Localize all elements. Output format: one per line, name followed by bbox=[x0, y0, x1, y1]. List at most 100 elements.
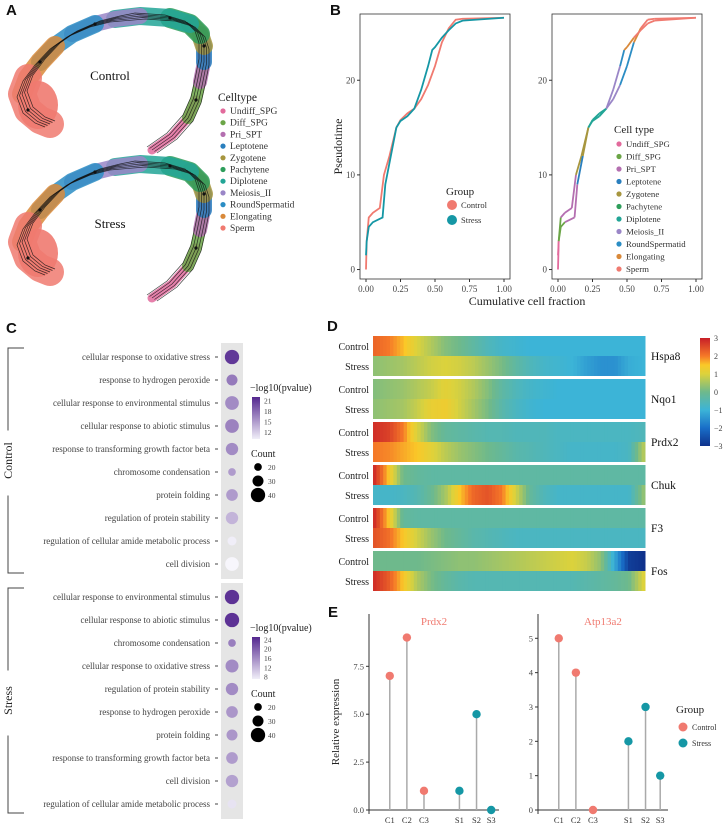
heatmap-cell bbox=[519, 551, 524, 571]
heatmap-cell bbox=[631, 508, 636, 528]
heatmap-cell bbox=[529, 399, 534, 419]
heatmap-cell bbox=[376, 399, 381, 419]
heatmap-cell bbox=[566, 399, 571, 419]
heatmap-cell bbox=[556, 465, 561, 485]
heatmap-cell bbox=[519, 422, 524, 442]
heatmap-cell bbox=[400, 336, 405, 356]
heatmap-cell bbox=[373, 422, 377, 442]
heatmap-cell bbox=[407, 379, 411, 399]
heatmap-cell bbox=[424, 422, 428, 442]
heatmap-cell bbox=[464, 442, 469, 462]
heatmap-cell bbox=[390, 399, 394, 419]
heatmap-cell bbox=[512, 465, 517, 485]
heatmap-cell bbox=[600, 508, 605, 528]
heatmap-cell bbox=[621, 356, 626, 376]
heatmap-cell bbox=[634, 442, 639, 462]
heatmap-cell bbox=[621, 465, 626, 485]
x-tick-label: 0.00 bbox=[550, 284, 566, 294]
heatmap-row-label: Control bbox=[338, 385, 369, 396]
celltype-segment bbox=[633, 29, 642, 39]
heatmap-cell bbox=[543, 379, 547, 399]
heatmap-cell bbox=[505, 508, 510, 528]
heatmap-cell bbox=[498, 485, 503, 505]
heatmap-cell bbox=[526, 465, 530, 485]
heatmap-cell bbox=[526, 442, 530, 462]
heatmap-cell bbox=[604, 551, 609, 571]
heatmap-cell bbox=[475, 422, 479, 442]
heatmap-cell bbox=[587, 356, 592, 376]
heatmap-cell bbox=[396, 571, 401, 591]
panel-label-c: C bbox=[6, 320, 17, 337]
heatmap-cell bbox=[611, 422, 615, 442]
heatmap-cell bbox=[447, 399, 452, 419]
heatmap-cell bbox=[461, 422, 466, 442]
heatmap-cell bbox=[386, 399, 391, 419]
heatmap-cell bbox=[526, 528, 530, 548]
heatmap-cell bbox=[631, 442, 636, 462]
x-axis-label: Cumulative cell fraction bbox=[469, 294, 586, 308]
heatmap-cell bbox=[614, 528, 619, 548]
y-tick-label: 0 bbox=[529, 805, 533, 815]
heatmap-cell bbox=[451, 422, 456, 442]
heatmap-cell bbox=[543, 442, 547, 462]
heatmap-cell bbox=[614, 571, 619, 591]
heatmap-cell bbox=[566, 551, 571, 571]
heatmap-cell bbox=[611, 465, 615, 485]
heatmap-cell bbox=[556, 571, 561, 591]
heatmap-cell bbox=[417, 356, 422, 376]
heatmap-cell bbox=[509, 508, 513, 528]
heatmap-cell bbox=[566, 485, 571, 505]
heatmap-cell bbox=[492, 399, 496, 419]
celltype-segment bbox=[591, 115, 600, 122]
celltype-legend-title: Celltype bbox=[218, 92, 257, 104]
heatmap-cell bbox=[410, 571, 415, 591]
heatmap-cell bbox=[519, 356, 524, 376]
heatmap-cell bbox=[396, 508, 401, 528]
heatmap-cell bbox=[400, 465, 405, 485]
heatmap-cell bbox=[427, 356, 432, 376]
heatmap-cell bbox=[526, 485, 530, 505]
heatmap-cell bbox=[485, 571, 490, 591]
heatmap-cell bbox=[587, 485, 592, 505]
heatmap-cell bbox=[400, 485, 405, 505]
heatmap-cell bbox=[563, 508, 568, 528]
heatmap-cell bbox=[417, 508, 422, 528]
heatmap-cell bbox=[407, 422, 411, 442]
heatmap-cell bbox=[471, 528, 476, 548]
heatmap-row-label: Control bbox=[338, 342, 369, 353]
heatmap-cell bbox=[420, 528, 425, 548]
heatmap-cell bbox=[424, 551, 428, 571]
heatmap-cell bbox=[522, 528, 527, 548]
heatmap-cell bbox=[485, 379, 490, 399]
heatmap-cell bbox=[573, 442, 578, 462]
velocity-arrow bbox=[168, 164, 172, 168]
heatmap-cell bbox=[430, 399, 435, 419]
heatmap-cell bbox=[594, 399, 598, 419]
y-tick-label: 0 bbox=[351, 265, 356, 275]
heatmap-cell bbox=[577, 508, 581, 528]
heatmap-cell bbox=[390, 336, 394, 356]
heatmap-cell bbox=[410, 508, 415, 528]
heatmap-cell bbox=[631, 356, 636, 376]
size-legend-dot bbox=[254, 463, 262, 471]
heatmap-cell bbox=[570, 508, 575, 528]
heatmap-cell bbox=[617, 442, 622, 462]
heatmap-cell bbox=[485, 442, 490, 462]
heatmap-cell bbox=[403, 422, 408, 442]
heatmap-cell bbox=[400, 528, 405, 548]
heatmap-cell bbox=[444, 508, 449, 528]
go-term-label: cellular response to environmental stimu… bbox=[53, 398, 210, 408]
heatmap-cell bbox=[641, 336, 646, 356]
heatmap-cell bbox=[379, 571, 384, 591]
heatmap-cell bbox=[532, 356, 537, 376]
y-tick-label: 2 bbox=[529, 736, 533, 746]
heatmap-cell bbox=[573, 422, 578, 442]
panel-label-d: D bbox=[327, 318, 338, 335]
heatmap-cell bbox=[519, 379, 524, 399]
heatmap-cell bbox=[580, 551, 585, 571]
y-tick-label: 7.5 bbox=[353, 661, 364, 671]
heatmap-cell bbox=[532, 422, 537, 442]
heatmap-cell bbox=[430, 336, 435, 356]
y-tick-label: 10 bbox=[538, 170, 548, 180]
heatmap-cell bbox=[539, 551, 544, 571]
